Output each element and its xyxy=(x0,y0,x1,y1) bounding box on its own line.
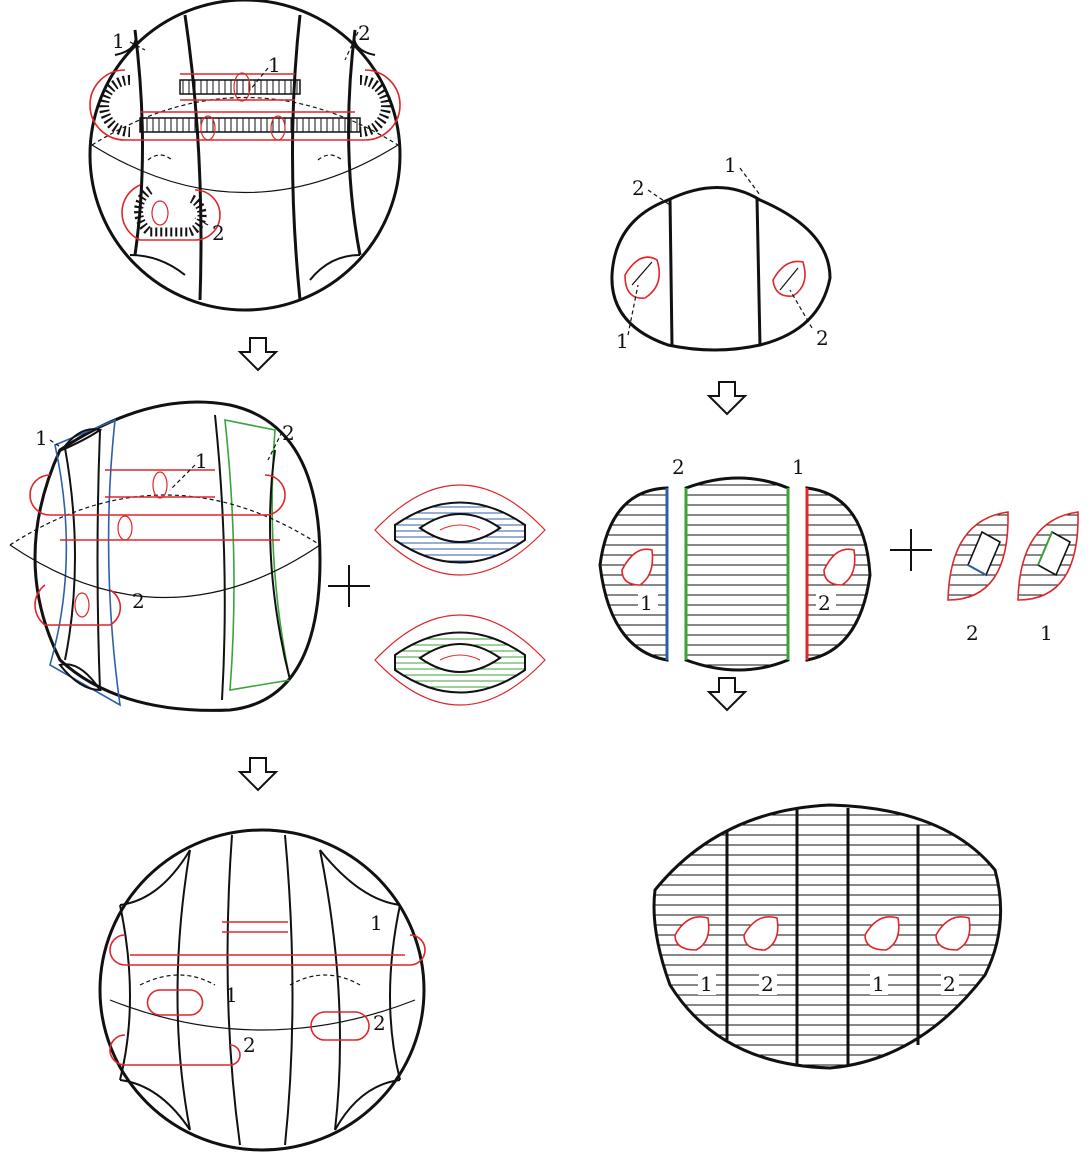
label-2: 2 xyxy=(373,1011,386,1035)
label-2: 2 xyxy=(966,621,979,645)
plus-sign xyxy=(328,565,370,607)
label-1: 1 xyxy=(35,426,48,450)
label-2: 2 xyxy=(943,972,956,996)
label-1: 1 xyxy=(724,153,737,177)
down-arrow-icon xyxy=(706,677,748,712)
label-2: 2 xyxy=(282,421,295,445)
disk-middle-right: 1 2 2 1 xyxy=(598,455,872,672)
down-arrow-icon xyxy=(706,381,748,416)
label-1: 1 xyxy=(268,53,281,77)
down-arrow-icon xyxy=(237,337,279,372)
label-2: 2 xyxy=(632,176,645,200)
label-1: 1 xyxy=(195,449,208,473)
sphere-top-left: 1 2 1 2 xyxy=(88,0,402,312)
label-1: 1 xyxy=(225,983,238,1007)
disk-top-right: 2 1 1 2 xyxy=(610,153,832,353)
label-1: 1 xyxy=(112,29,125,53)
label-2: 2 xyxy=(818,591,831,615)
label-2: 2 xyxy=(212,221,225,245)
leaf-piece-1: 1 xyxy=(1017,511,1079,645)
label-1: 1 xyxy=(1040,621,1053,645)
leaf-piece-2: 2 xyxy=(947,511,1009,645)
label-2: 2 xyxy=(132,589,145,613)
handle-piece-blue xyxy=(374,484,546,576)
label-2: 2 xyxy=(358,21,371,45)
label-1: 1 xyxy=(616,329,629,353)
label-2: 2 xyxy=(672,455,685,479)
label-1: 1 xyxy=(370,911,383,935)
label-1: 1 xyxy=(792,455,805,479)
handle-piece-green xyxy=(374,614,546,706)
disk-bottom-right: 1 2 1 2 xyxy=(652,803,1003,1070)
plus-sign xyxy=(890,529,932,571)
label-1: 1 xyxy=(872,972,885,996)
label-2: 2 xyxy=(816,326,829,350)
label-2: 2 xyxy=(243,1033,256,1057)
sphere-bottom-left: 1 1 2 2 xyxy=(98,828,426,1152)
label-2: 2 xyxy=(761,972,774,996)
sphere-middle-left: 1 2 1 2 xyxy=(9,400,322,712)
down-arrow-icon xyxy=(237,757,279,792)
label-1: 1 xyxy=(640,591,653,615)
label-1: 1 xyxy=(700,972,713,996)
